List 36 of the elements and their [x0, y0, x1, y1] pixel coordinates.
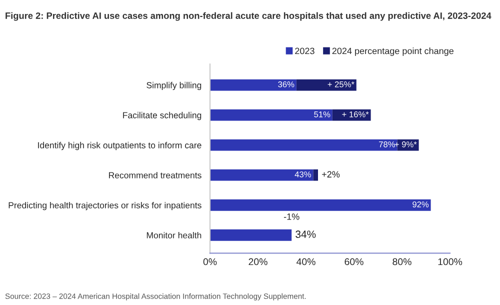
- data-label: 36%: [278, 81, 294, 88]
- x-tick-label: 20%: [248, 258, 268, 266]
- data-label: + 9%*: [394, 141, 417, 148]
- chart-title: Figure 2: Predictive AI use cases among non-federal acute care hospitals that used any predictive AI, 2023-2024: [6, 12, 492, 21]
- bar: [210, 109, 332, 121]
- data-label: + 25%*: [328, 81, 354, 88]
- data-label: 34%: [296, 230, 316, 238]
- legend-label: 2023: [295, 48, 314, 54]
- y-tick-label: Facilitate scheduling: [123, 112, 202, 120]
- data-label: 92%: [412, 201, 429, 208]
- y-tick-label: Simplify billing: [146, 82, 202, 90]
- bar: [210, 79, 296, 91]
- bar: [296, 79, 356, 91]
- bar: [210, 229, 292, 241]
- x-tick-label: 80%: [392, 258, 412, 266]
- y-tick-label: Identify high risk outpatients to inform care: [38, 142, 202, 150]
- x-tick-label: 60%: [344, 258, 364, 266]
- data-label: 78%: [379, 141, 395, 148]
- y-tick-label: Monitor health: [146, 232, 202, 238]
- bar: [332, 109, 371, 121]
- bar: [210, 199, 431, 211]
- x-tick-label: 40%: [296, 258, 316, 266]
- bar: [397, 139, 419, 151]
- bar: [210, 139, 398, 151]
- bar: [210, 169, 314, 181]
- data-label: 51%: [314, 111, 330, 118]
- annotation: -1%: [284, 213, 300, 220]
- x-tick-label: 0%: [203, 258, 217, 266]
- bar: [313, 169, 318, 181]
- data-label: 43%: [294, 171, 311, 178]
- data-label: + 16%*: [342, 111, 369, 118]
- y-tick-label: Recommend treatments: [109, 172, 202, 178]
- y-tick-label: Predicting health trajectories or risks for inpatients: [8, 202, 202, 210]
- legend-label: 2024 percentage point change: [332, 48, 454, 56]
- x-tick-label: 100%: [438, 258, 462, 266]
- data-label: +2%: [322, 171, 340, 178]
